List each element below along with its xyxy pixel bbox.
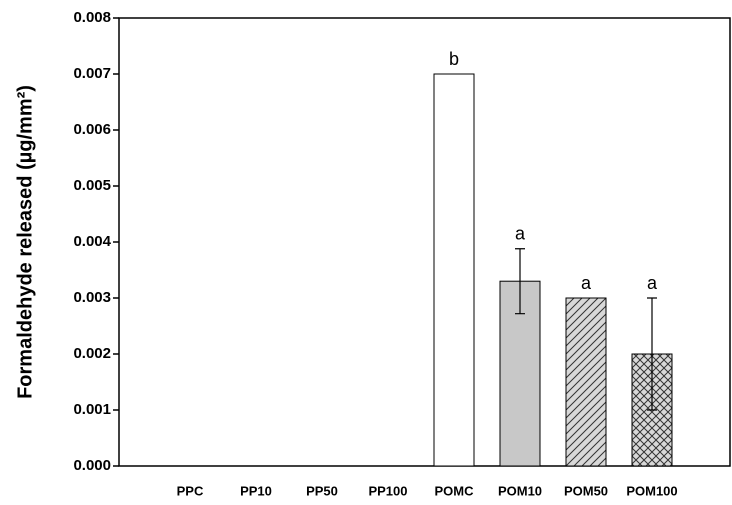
y-tick-label: 0.002 bbox=[73, 345, 111, 362]
x-tick-label: POM10 bbox=[498, 483, 542, 498]
y-tick-label: 0.001 bbox=[73, 401, 111, 418]
error-bar bbox=[515, 248, 525, 315]
bar bbox=[433, 73, 475, 467]
x-tick-label: POM50 bbox=[564, 483, 608, 498]
y-tick-label: 0.000 bbox=[73, 457, 111, 474]
error-bar bbox=[647, 297, 657, 411]
x-tick-label: PP10 bbox=[240, 483, 272, 498]
x-tick-label: PP100 bbox=[368, 483, 407, 498]
significance-letter: a bbox=[647, 273, 658, 293]
x-tick-label: POMC bbox=[435, 483, 475, 498]
y-tick-label: 0.006 bbox=[73, 121, 111, 138]
y-axis-label: Formaldehyde released (µg/mm²) bbox=[14, 85, 36, 399]
significance-letter: b bbox=[449, 49, 459, 69]
y-tick-label: 0.004 bbox=[73, 233, 111, 250]
x-tick-label: PPC bbox=[177, 483, 204, 498]
significance-letter: a bbox=[581, 273, 592, 293]
x-tick-label: POM100 bbox=[626, 483, 677, 498]
significance-letter: a bbox=[515, 223, 526, 243]
y-tick-label: 0.003 bbox=[73, 289, 111, 306]
y-tick-label: 0.007 bbox=[73, 65, 111, 82]
x-tick-label: PP50 bbox=[306, 483, 338, 498]
y-tick-label: 0.005 bbox=[73, 177, 111, 194]
bar bbox=[565, 297, 607, 467]
y-tick-label: 0.008 bbox=[73, 9, 111, 26]
